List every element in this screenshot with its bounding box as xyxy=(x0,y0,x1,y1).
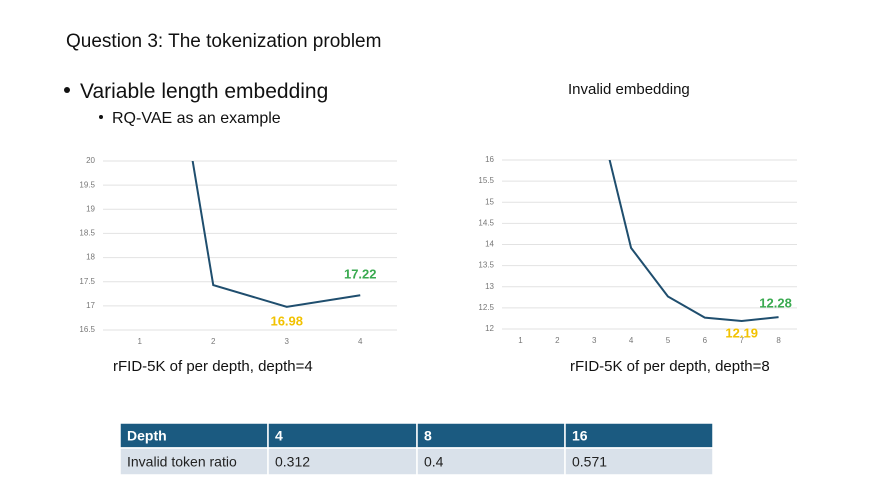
bullet: Variable length embedding xyxy=(80,80,328,103)
header-text: 4 xyxy=(275,428,283,444)
x-tick-label: 6 xyxy=(703,336,708,345)
sub-bullet: RQ-VAE as an example xyxy=(112,110,281,127)
y-tick-label: 14 xyxy=(485,240,494,249)
line xyxy=(191,161,361,308)
table: Depth 4 8 16 Invalid token ratio 0.312 0.4 0.57… xyxy=(119,422,714,476)
x-tick-label: 1 xyxy=(518,336,523,345)
y-tick-label: 20 xyxy=(86,156,95,165)
cell xyxy=(119,447,269,476)
x-tick-label: 2 xyxy=(211,337,216,346)
data-label: 16.98 xyxy=(270,313,303,328)
x-tick-label: 7 xyxy=(739,336,744,345)
x-tick-label: 8 xyxy=(776,336,781,345)
header-cell xyxy=(267,422,418,449)
line xyxy=(608,160,779,322)
y-tick-label: 17 xyxy=(86,301,95,310)
y-tick-label: 19 xyxy=(86,204,95,213)
cell-text: Invalid token ratio xyxy=(127,454,237,470)
y-tick-label: 16.5 xyxy=(79,325,95,334)
y-tick-label: 12.5 xyxy=(478,303,494,312)
chart-caption: rFID-5K of per depth, depth=8 xyxy=(570,358,770,375)
header-text: 16 xyxy=(572,428,588,444)
y-tick-label: 15 xyxy=(485,197,494,206)
cell xyxy=(564,447,714,476)
cell-text: 0.4 xyxy=(424,454,444,470)
cell-text: 0.571 xyxy=(572,454,607,470)
x-tick-label: 5 xyxy=(666,336,671,345)
y-tick-label: 13.5 xyxy=(478,261,494,270)
header-text: Depth xyxy=(127,428,167,444)
y-tick-label: 17.5 xyxy=(79,277,95,286)
y-tick-label: 15.5 xyxy=(478,176,494,185)
cell xyxy=(267,447,418,476)
x-tick-label: 2 xyxy=(555,336,560,345)
y-tick-label: 16 xyxy=(485,155,494,164)
data-label: 17.22 xyxy=(344,267,377,282)
slide-title: Question 3: The tokenization problem xyxy=(66,31,381,52)
header-text: 8 xyxy=(424,428,432,444)
x-tick-label: 3 xyxy=(285,337,290,346)
x-tick-label: 4 xyxy=(629,336,634,345)
x-tick-label: 3 xyxy=(592,336,597,345)
data-label: 12.19 xyxy=(725,325,758,340)
cell-text: 0.312 xyxy=(275,454,310,470)
header-cell xyxy=(564,422,714,449)
y-tick-label: 13 xyxy=(485,282,494,291)
y-tick-label: 18.5 xyxy=(79,229,95,238)
chart-title: Invalid embedding xyxy=(568,81,690,98)
data-label: 12.28 xyxy=(759,296,792,311)
y-tick-label: 14.5 xyxy=(478,218,494,227)
x-tick-label: 4 xyxy=(358,337,363,346)
x-tick-label: 1 xyxy=(138,337,143,346)
y-tick-label: 18 xyxy=(86,253,95,262)
sub-bullet-dot xyxy=(99,115,103,119)
y-tick-label: 12 xyxy=(485,324,494,333)
chart-caption: rFID-5K of per depth, depth=4 xyxy=(113,358,313,375)
header-cell xyxy=(416,422,566,449)
bullet-dot xyxy=(64,87,70,93)
y-tick-label: 19.5 xyxy=(79,180,95,189)
